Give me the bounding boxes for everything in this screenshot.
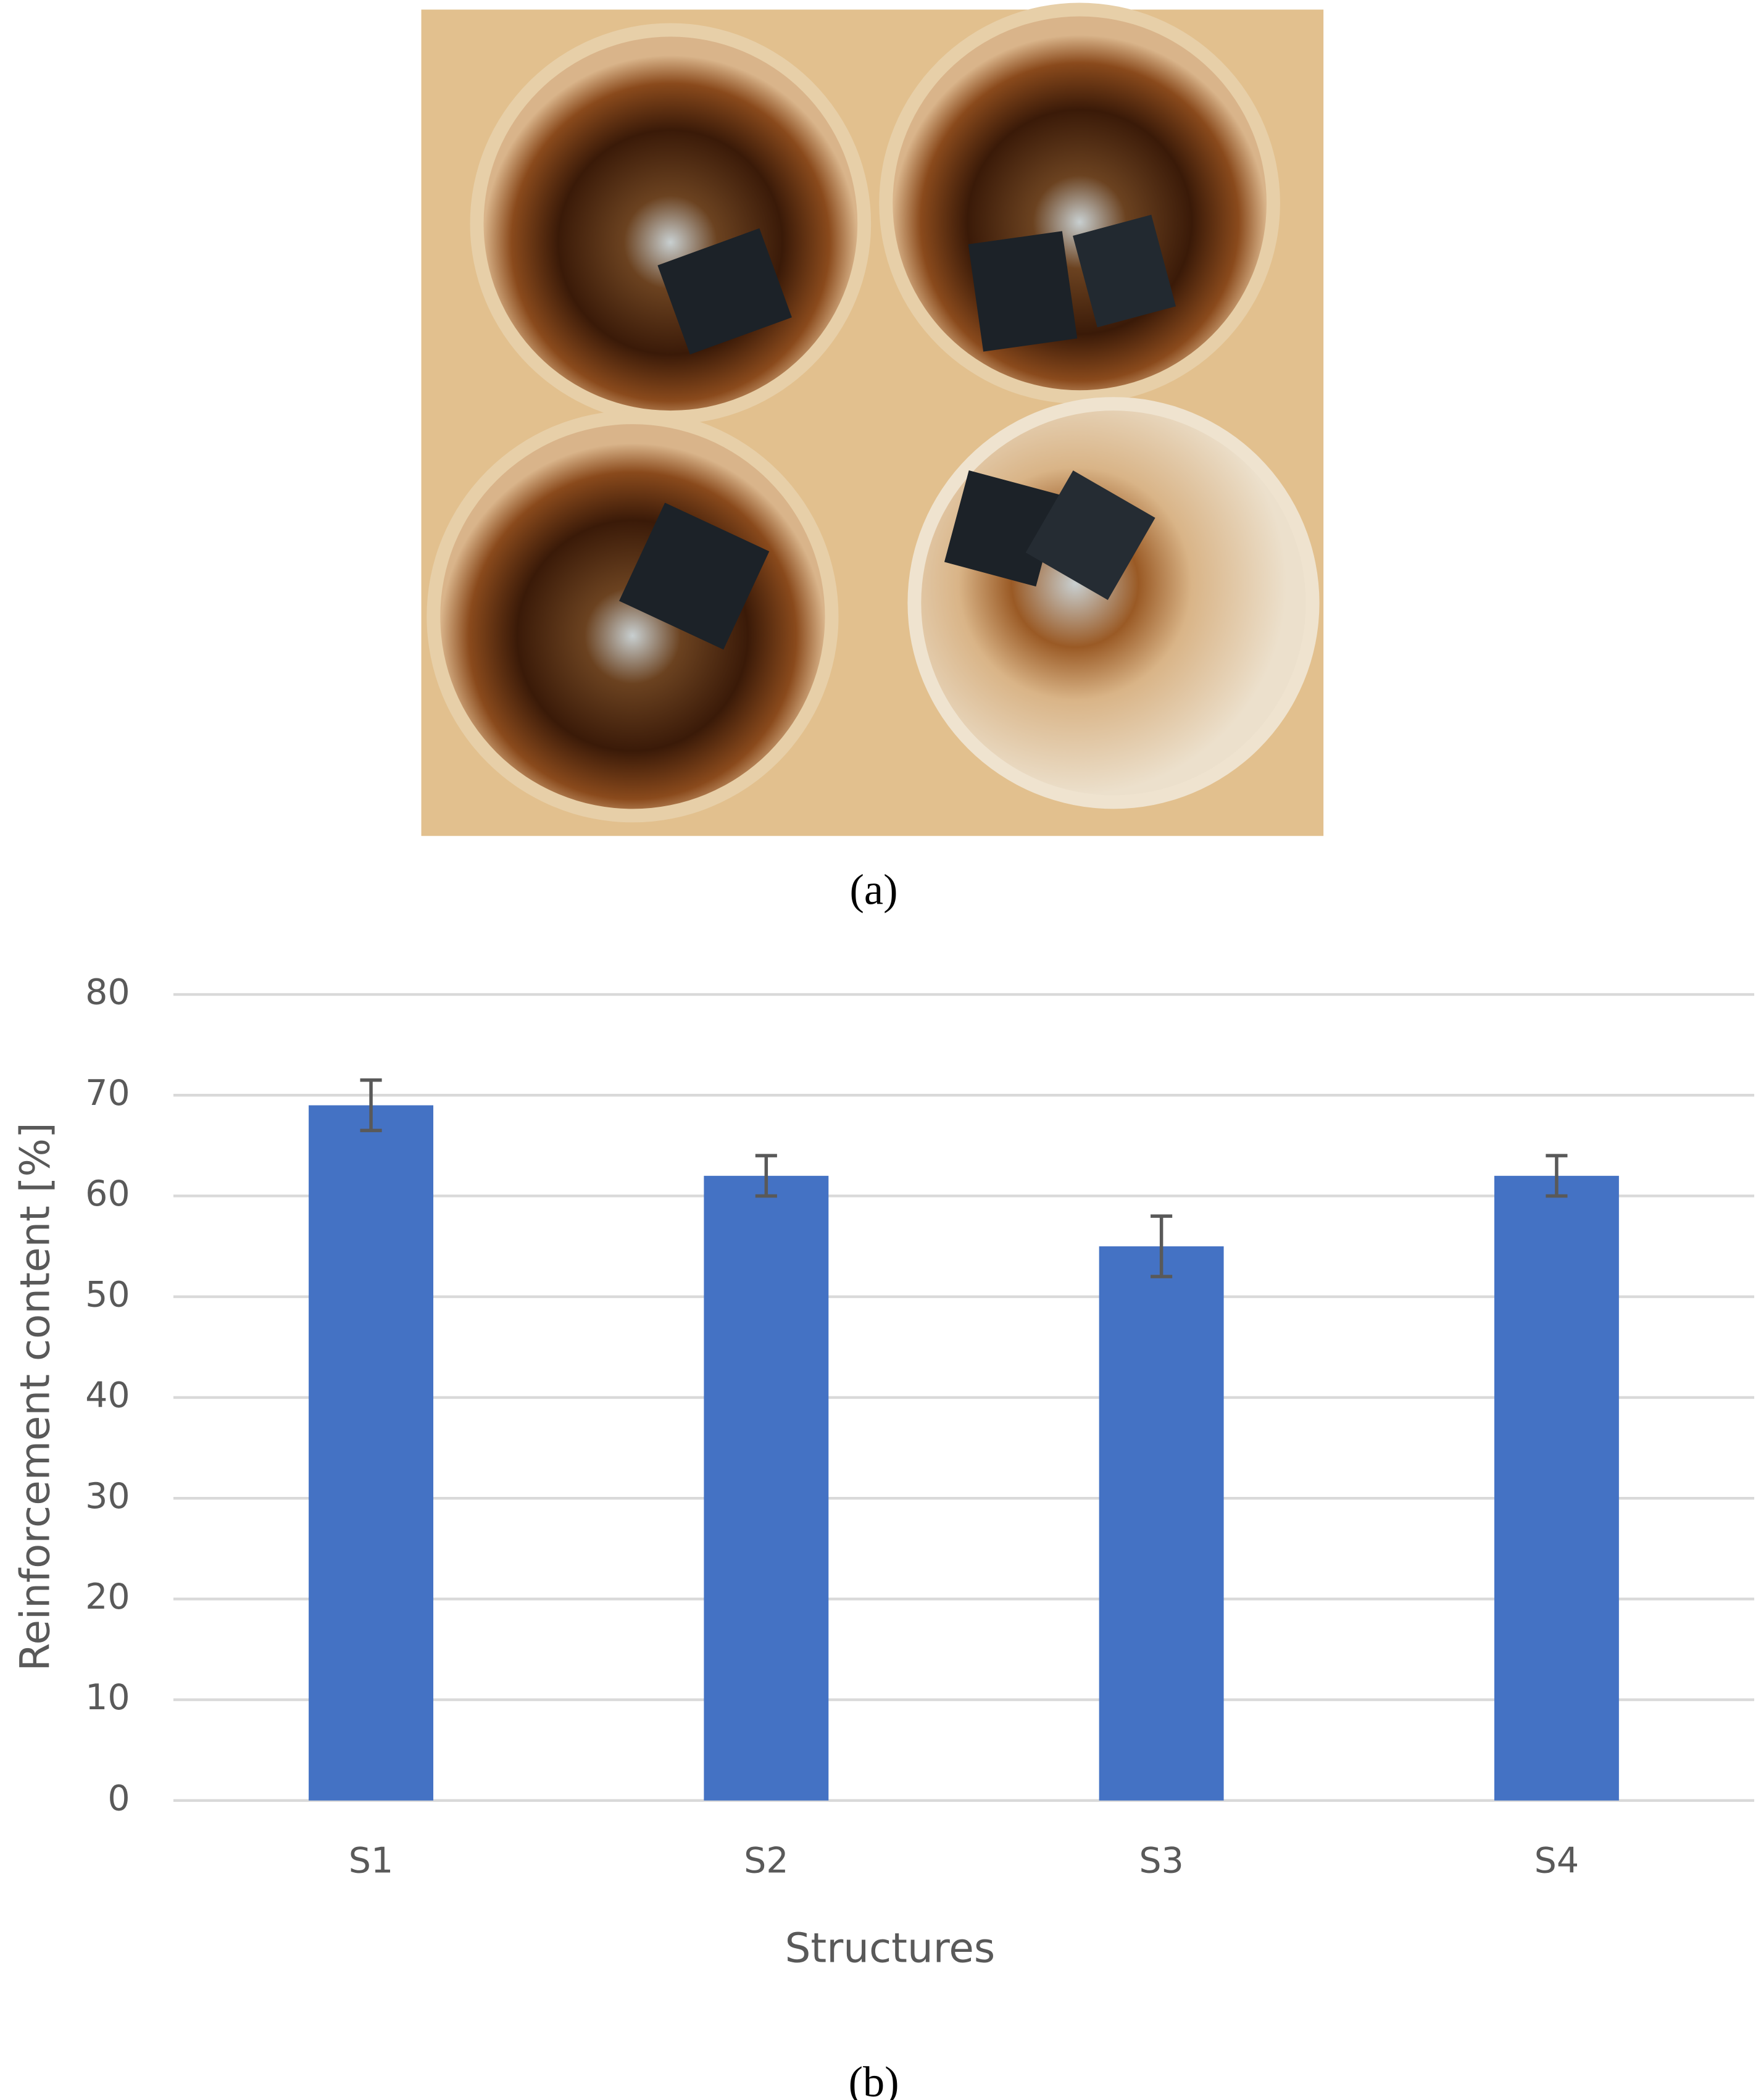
error-bar	[360, 1078, 382, 1133]
y-axis-title: Reinforcement content [%]	[12, 1122, 59, 1671]
error-bar	[1151, 1214, 1173, 1278]
bar	[1099, 1246, 1224, 1801]
panel-caption: (a)	[850, 866, 898, 914]
error-bar	[1546, 1154, 1568, 1198]
photo	[421, 2, 1324, 836]
y-tick-label: 80	[85, 972, 130, 1013]
x-tick-label: S1	[349, 1840, 394, 1881]
y-tick-label: 30	[85, 1476, 130, 1517]
y-tick-label: 60	[85, 1173, 130, 1214]
y-tick-label: 0	[107, 1778, 130, 1819]
y-tick-label: 10	[85, 1677, 130, 1718]
bar	[309, 1105, 434, 1801]
y-tick-label: 20	[85, 1577, 130, 1617]
plot: 0 10 20 30 40 50 60 70 80 S1 S2 S3 S4	[85, 972, 1755, 1881]
y-tick-label: 50	[85, 1274, 130, 1315]
panel-caption: (b)	[849, 2058, 899, 2100]
bar	[704, 1175, 829, 1801]
y-tick-label: 70	[85, 1073, 130, 1114]
error-bar	[755, 1154, 777, 1198]
y-tick-label: 40	[85, 1375, 130, 1416]
x-axis-title: Structures	[785, 1924, 996, 1972]
bar	[1494, 1175, 1619, 1801]
x-tick-label: S2	[744, 1840, 789, 1881]
x-tick-label: S4	[1534, 1840, 1580, 1881]
x-tick-label: S3	[1139, 1840, 1184, 1881]
